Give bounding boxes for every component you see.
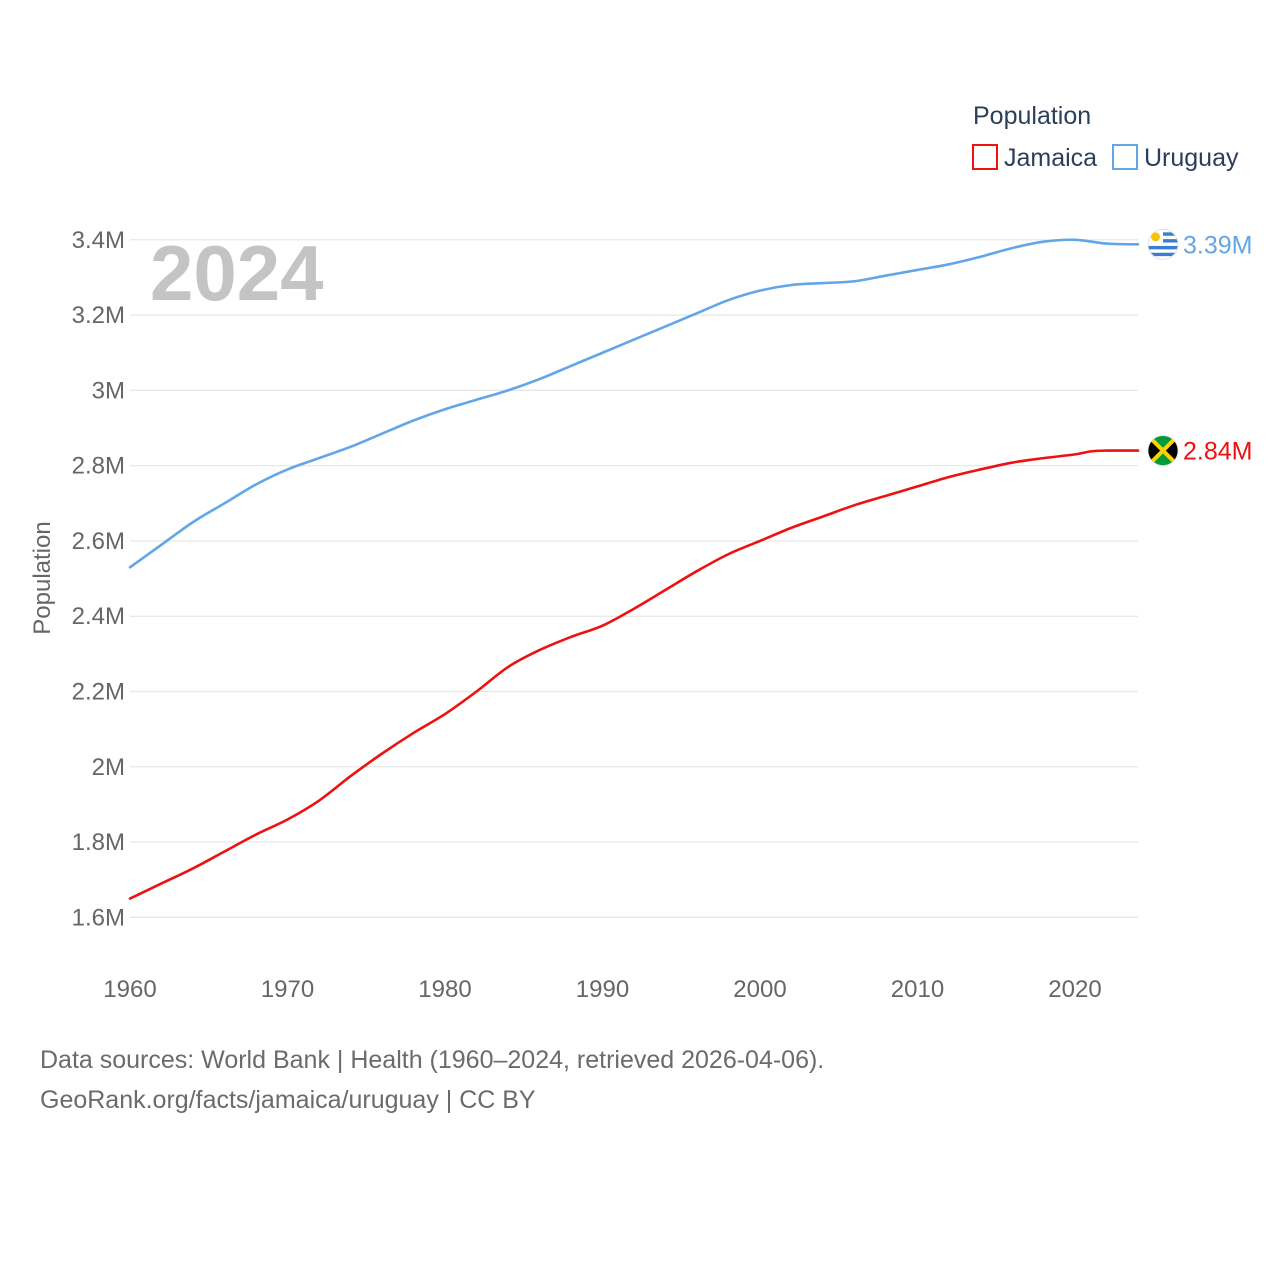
y-tick-label: 2.4M	[72, 603, 125, 630]
legend-title: Population	[973, 102, 1091, 130]
y-tick-label: 1.8M	[72, 829, 125, 856]
chart-footer: Data sources: World Bank | Health (1960–…	[40, 1040, 824, 1120]
x-axis-ticks: 1960 1970 1980 1990 2000 2010 2020	[103, 976, 1101, 1003]
legend-item-jamaica[interactable]: Jamaica	[972, 144, 1097, 172]
legend-swatch	[972, 144, 998, 170]
y-axis-title: Population	[29, 521, 56, 634]
current-year-label: 2024	[150, 229, 324, 317]
y-tick-label: 3.4M	[72, 227, 125, 254]
jamaica-flag-icon	[1147, 435, 1179, 467]
gridlines	[130, 239, 1138, 918]
y-tick-label: 2.8M	[72, 453, 125, 480]
x-tick-label: 2010	[891, 976, 944, 1003]
end-value-label-jamaica: 2.84M	[1183, 438, 1252, 466]
y-tick-label: 3.2M	[72, 302, 125, 329]
series-lines	[128, 238, 1140, 900]
legend-label: Uruguay	[1144, 144, 1239, 172]
x-tick-label: 2000	[733, 976, 786, 1003]
y-axis-ticks: 1.6M 1.8M 2M 2.2M 2.4M 2.6M 2.8M 3M 3.2M 3.4M	[72, 227, 125, 932]
attribution-link[interactable]: GeoRank.org/facts/jamaica/uruguay | CC B…	[40, 1086, 536, 1114]
data-sources-note: Data sources: World Bank | Health (1960–…	[40, 1046, 825, 1074]
legend-item-uruguay[interactable]: Uruguay	[1112, 144, 1239, 172]
y-tick-label: 2.2M	[72, 679, 125, 706]
y-tick-label: 2.6M	[72, 528, 125, 555]
uruguay-flag-icon	[1147, 228, 1179, 260]
y-tick-label: 3M	[92, 377, 125, 404]
x-tick-label: 1990	[576, 976, 629, 1003]
x-tick-label: 1960	[103, 976, 156, 1003]
x-tick-label: 2020	[1048, 976, 1101, 1003]
series-line-uruguay	[128, 238, 1140, 569]
legend: Population Jamaica Uruguay	[972, 102, 1239, 172]
legend-swatch	[1112, 144, 1138, 170]
end-value-label-uruguay: 3.39M	[1183, 231, 1252, 259]
series-line-jamaica	[128, 449, 1140, 900]
series-endpoints: 2.84M 3.39M	[1147, 228, 1252, 467]
y-tick-label: 2M	[92, 754, 125, 781]
legend-label: Jamaica	[1004, 144, 1097, 172]
y-tick-label: 1.6M	[72, 904, 125, 931]
x-tick-label: 1980	[418, 976, 471, 1003]
line-chart: 1.6M 1.8M 2M 2.2M 2.4M 2.6M 2.8M 3M 3.2M 3.4M 196…	[29, 102, 1252, 1003]
x-tick-label: 1970	[261, 976, 314, 1003]
